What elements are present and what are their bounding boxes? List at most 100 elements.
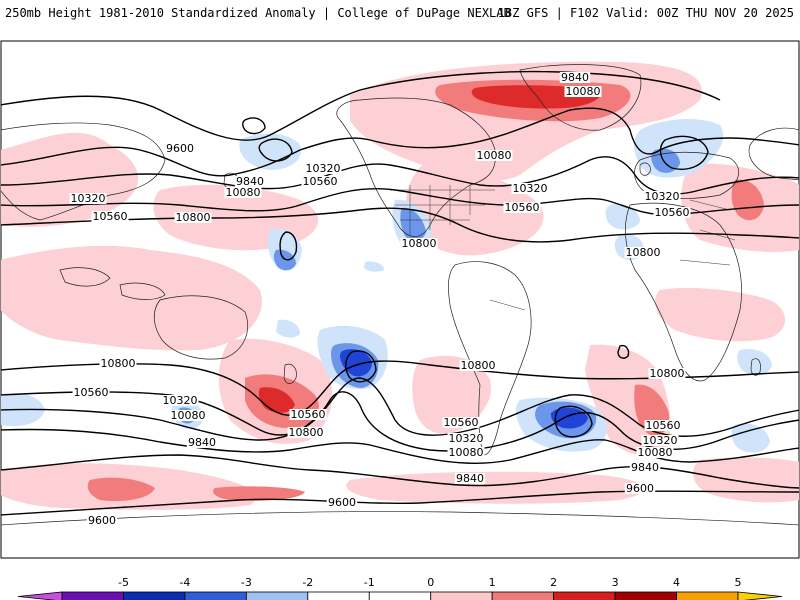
contour-label-bg (459, 360, 497, 371)
contour-label: 9600 (626, 482, 654, 495)
contour-label: 10560 (655, 206, 690, 219)
contour-label-bg (86, 515, 118, 526)
contour-label: 10320 (645, 190, 680, 203)
contour-label: 10800 (101, 357, 136, 370)
contour-label: 10080 (477, 149, 512, 162)
contour-label-bg (91, 211, 129, 222)
colorbar-tick-label: -1 (364, 576, 375, 589)
colorbar-tick-label: 1 (489, 576, 496, 589)
colorbar-swatch (123, 591, 186, 600)
contour-label-bg (447, 433, 485, 444)
contour-label-bg (564, 86, 602, 97)
contour-label-bg (648, 368, 686, 379)
contour-label: 10560 (646, 419, 681, 432)
contour-label: 10320 (71, 192, 106, 205)
contour-label-bg (629, 462, 661, 473)
contour-label-bg (475, 150, 513, 161)
colorbar-tick-label: 2 (550, 576, 557, 589)
contour-label-bg (99, 358, 137, 369)
contour-label: 10800 (626, 246, 661, 259)
colorbar-tick-label: -5 (118, 576, 129, 589)
contour-label-bg (643, 191, 681, 202)
contour-label: 10560 (74, 386, 109, 399)
contour-label: 10320 (513, 182, 548, 195)
contour-label-bg (169, 410, 207, 421)
colorbar-tick-label: 4 (673, 576, 680, 589)
colorbar-tick-label: 3 (612, 576, 619, 589)
contour-label: 10560 (444, 416, 479, 429)
contour-label: 10560 (303, 175, 338, 188)
contour-label-bg (644, 420, 682, 431)
contour-label: 10080 (226, 186, 261, 199)
contour-label: 10800 (289, 426, 324, 439)
contour-label-bg (289, 409, 327, 420)
contour-label-bg (503, 202, 541, 213)
colorbar-swatch (245, 591, 309, 600)
contour-label-bg (301, 176, 339, 187)
contour-label: 10800 (402, 237, 437, 250)
contour-label: 9840 (456, 472, 484, 485)
colorbar-swatch (17, 591, 63, 600)
contour-label-bg (287, 427, 325, 438)
colorbar-swatch (307, 591, 370, 600)
contour-label-bg (161, 395, 199, 406)
colorbar-swatch (61, 591, 124, 600)
map-title: 250mb Height 1981-2010 Standardized Anom… (5, 6, 511, 20)
contour-label-bg (454, 473, 486, 484)
contour-label: 10080 (171, 409, 206, 422)
contour-label: 9840 (631, 461, 659, 474)
contour-label-bg (442, 417, 480, 428)
contour-label-bg (624, 483, 656, 494)
contour-label: 10320 (163, 394, 198, 407)
contour-label-bg (69, 193, 107, 204)
contour-label: 10080 (638, 446, 673, 459)
contour-label: 10800 (176, 211, 211, 224)
contour-label-bg (400, 238, 438, 249)
coastlines (1, 64, 799, 526)
contour-label-bg (326, 497, 358, 508)
contour-label-bg (641, 435, 679, 446)
contour-label: 10320 (643, 434, 678, 447)
contour-label-bg (636, 447, 674, 458)
colorbar-swatch (368, 591, 432, 600)
contour-label-bg (164, 143, 196, 154)
contour-label: 9840 (188, 436, 216, 449)
colorbar-swatch (553, 591, 616, 600)
contour-label: 9600 (88, 514, 116, 527)
contour-label: 10320 (449, 432, 484, 445)
contour-label-bg (559, 72, 591, 83)
colorbar-swatch (614, 591, 677, 600)
political-borders (390, 185, 736, 311)
contour-label-bg (624, 247, 662, 258)
contour-label: 9840 (236, 175, 264, 188)
contour-label-bg (234, 176, 266, 187)
colorbar-swatch (184, 591, 247, 600)
contour-label-bg (224, 187, 262, 198)
colorbar-tick-label: -2 (302, 576, 313, 589)
contour-labels: 9840100809600984010080103201056010320105… (69, 71, 691, 527)
contour-label: 10800 (461, 359, 496, 372)
contour-label: 10080 (449, 446, 484, 459)
contour-label-bg (304, 163, 342, 174)
model-run-info: 18Z GFS | F102 Valid: 00Z THU NOV 20 202… (497, 6, 794, 20)
contour-label-bg (653, 207, 691, 218)
colorbar-swatch (491, 591, 555, 600)
contour-label-bg (72, 387, 110, 398)
colorbar-tick-label: 0 (427, 576, 434, 589)
colorbar-swatch (676, 591, 739, 600)
contour-label-bg (174, 212, 212, 223)
contour-label: 9600 (328, 496, 356, 509)
colorbar-tick-label: 5 (735, 576, 742, 589)
colorbar-swatch (737, 591, 783, 600)
contour-label: 9600 (166, 142, 194, 155)
contour-label: 10800 (650, 367, 685, 380)
contour-label: 9840 (561, 71, 589, 84)
contour-label: 10320 (306, 162, 341, 175)
contour-label-bg (511, 183, 549, 194)
contour-label: 10560 (93, 210, 128, 223)
colorbar-tick-label: -4 (179, 576, 190, 589)
contour-label: 10560 (291, 408, 326, 421)
contour-label-bg (447, 447, 485, 458)
colorbar: -5 -4 -3 -2 -1 0 1 2 3 4 5 (17, 576, 783, 600)
